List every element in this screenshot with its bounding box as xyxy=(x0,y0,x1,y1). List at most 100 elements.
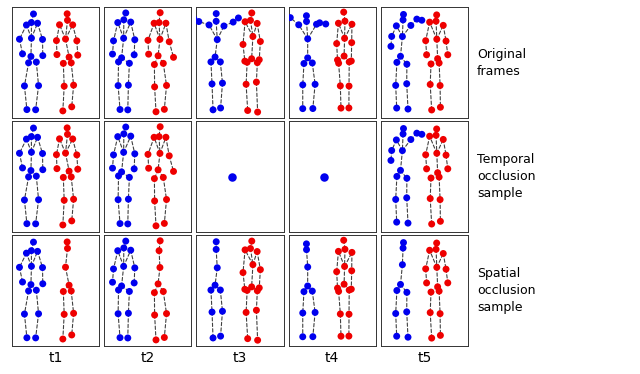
Point xyxy=(435,83,445,89)
Point xyxy=(339,237,349,243)
Point xyxy=(129,166,140,172)
Point xyxy=(441,152,451,158)
Point xyxy=(424,133,435,139)
Point xyxy=(161,82,172,88)
Point xyxy=(31,107,41,113)
Point xyxy=(31,287,42,293)
Point xyxy=(33,311,44,317)
Point xyxy=(68,136,78,142)
Point xyxy=(26,263,36,269)
Point xyxy=(37,150,47,156)
Point xyxy=(116,55,127,61)
Point xyxy=(38,167,48,173)
Point xyxy=(218,308,228,314)
Point xyxy=(417,131,427,137)
Point xyxy=(392,105,402,111)
Point xyxy=(60,264,70,270)
Point xyxy=(398,17,408,23)
Point xyxy=(402,195,412,201)
Point xyxy=(115,335,125,341)
Point xyxy=(149,175,159,181)
Point xyxy=(158,60,168,66)
Point xyxy=(218,80,228,86)
Point xyxy=(124,60,134,66)
Point xyxy=(402,309,412,315)
Point xyxy=(26,282,36,288)
Point xyxy=(194,19,204,25)
Point xyxy=(433,56,443,62)
Point xyxy=(204,22,214,28)
Point xyxy=(435,311,445,317)
Point xyxy=(431,126,442,132)
Point xyxy=(252,79,262,85)
Point xyxy=(344,59,355,65)
Point xyxy=(66,60,76,66)
Point xyxy=(307,60,317,66)
Point xyxy=(154,134,164,140)
Point xyxy=(396,168,406,174)
Point xyxy=(68,310,79,316)
Point xyxy=(392,333,402,339)
Point xyxy=(301,241,312,247)
Point xyxy=(149,134,159,140)
Point xyxy=(441,266,451,272)
Point xyxy=(422,280,432,286)
Point xyxy=(246,56,257,62)
Point xyxy=(242,59,252,65)
Point xyxy=(294,22,304,28)
Point xyxy=(252,21,262,27)
Point xyxy=(17,165,28,171)
Point xyxy=(392,219,402,225)
Point xyxy=(240,247,250,253)
Point xyxy=(58,336,68,342)
Text: t1: t1 xyxy=(49,351,63,365)
Point xyxy=(62,125,72,131)
Point xyxy=(73,166,83,172)
Point xyxy=(402,81,412,87)
Point xyxy=(21,22,31,28)
Point xyxy=(396,282,406,288)
Point xyxy=(438,22,449,28)
Point xyxy=(227,174,237,180)
Point xyxy=(426,221,436,227)
Point xyxy=(392,288,402,294)
Point xyxy=(67,104,77,110)
Point xyxy=(153,281,163,287)
Point xyxy=(434,60,444,66)
Point xyxy=(403,220,413,226)
Point xyxy=(298,82,308,88)
Point xyxy=(38,53,48,59)
Point xyxy=(155,264,165,270)
Point xyxy=(26,168,36,174)
Point xyxy=(108,51,118,57)
Point xyxy=(420,152,431,158)
Point xyxy=(347,249,357,255)
Point xyxy=(72,38,82,44)
Point xyxy=(108,152,118,158)
Point xyxy=(434,288,444,294)
Point xyxy=(211,18,221,24)
Point xyxy=(332,269,342,275)
Point xyxy=(33,248,43,254)
Point xyxy=(37,36,47,42)
Point xyxy=(62,245,72,251)
Point xyxy=(31,335,41,341)
Point xyxy=(433,170,443,176)
Point xyxy=(59,83,69,89)
Point xyxy=(332,285,342,291)
Point xyxy=(155,10,165,16)
Point xyxy=(33,20,43,26)
Point xyxy=(108,38,118,44)
Point xyxy=(108,165,118,171)
Point xyxy=(149,61,159,67)
Point xyxy=(207,81,217,87)
Point xyxy=(161,310,172,316)
Point xyxy=(118,131,129,137)
Point xyxy=(113,248,123,254)
Point xyxy=(143,165,154,171)
Point xyxy=(340,18,350,24)
Point xyxy=(118,35,129,41)
Point xyxy=(397,262,408,268)
Text: Original
frames: Original frames xyxy=(477,47,526,78)
Point xyxy=(402,289,412,295)
